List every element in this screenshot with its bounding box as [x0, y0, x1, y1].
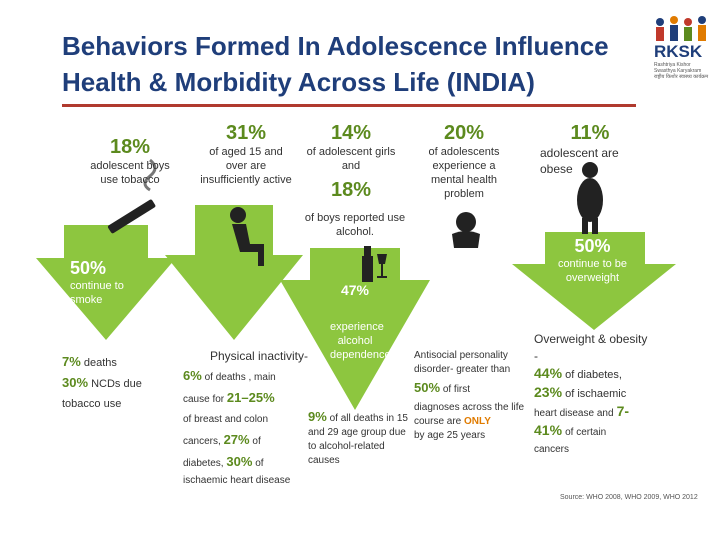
activity-heading: Physical inactivity- [209, 349, 308, 363]
obese-canc-pct: 7-41% [534, 403, 630, 438]
tobacco-deaths-pct: 7% [62, 354, 81, 369]
alcohol-girls-desc: of adolescent girls and [306, 146, 396, 172]
obese-outcome: Overweight & obesity - 44% of diabetes, … [534, 331, 654, 458]
arrow-obese [512, 232, 676, 330]
logo-text: RKSK [654, 42, 703, 61]
obese-cancers: cancers [534, 444, 570, 455]
logo-sub-2: Swasthya Karyakram [654, 68, 702, 74]
mental-stat: 20% of adolescents experience a mental h… [418, 122, 510, 201]
activity-of: of [252, 436, 261, 447]
tobacco-desc: adolescent boys use tobacco [90, 160, 170, 186]
activity-isch-text: ischaemic heart disease [183, 475, 291, 486]
obese-isch-pct: 23% [534, 384, 563, 400]
alcohol-outcome: 9% of all deaths in 15 and 29 age group … [308, 410, 408, 468]
tobacco-ncd-text-2: tobacco use [62, 398, 122, 410]
obese-canc-text: of certain [565, 427, 607, 438]
alcohol-bottle-icon [362, 246, 387, 282]
obese-continue-text: continue to be overweight [557, 258, 628, 284]
activity-isch-pct: 30% [226, 454, 253, 469]
activity-diab-pct: 27% [223, 432, 250, 447]
alcohol-girls-pct: 14% [330, 122, 372, 144]
activity-cause-text: of breast and colon [183, 414, 269, 425]
activity-diabetes: diabetes, [183, 458, 224, 469]
tobacco-pct: 18% [109, 136, 151, 158]
tobacco-deaths-text: deaths [83, 357, 117, 369]
alcohol-boys-pct: 18% [330, 179, 372, 201]
activity-outcome: Physical inactivity- 6% of deaths , main… [183, 346, 308, 487]
activity-pct: 31% [225, 122, 267, 144]
alcohol-dependence: experience alcohol dependence [330, 321, 391, 361]
alcohol-boys-desc: of boys reported use alcohol. [304, 212, 406, 238]
tobacco-ncd-text: NCDs due [91, 378, 142, 390]
mental-line-1: Antisocial personality disorder- greater… [414, 350, 511, 375]
rksk-logo: RKSK Rashtriya Kishor Swasthya Karyakram… [650, 14, 712, 84]
activity-desc: of aged 15 and over are insufficiently a… [200, 146, 292, 186]
activity-isch-of: of [255, 458, 264, 469]
obese-continue: 50% continue to be overweight [555, 236, 630, 285]
logo-sub-1: Rashtriya Kishor [654, 62, 691, 68]
obese-diab-pct: 44% [534, 365, 563, 381]
obese-continue-pct: 50% [574, 236, 611, 256]
tobacco-continue-pct: 50% [70, 258, 107, 278]
tobacco-continue: 50% continue to smoke [70, 258, 150, 307]
activity-deaths-pct: 6% [183, 368, 202, 383]
obese-heart: heart disease and [534, 408, 614, 419]
activity-cause-pct: 21–25% [226, 390, 275, 405]
cigarette-icon [107, 158, 157, 234]
obese-person-icon [577, 162, 603, 234]
activity-cause-pre: cause for [183, 394, 225, 405]
arrow-alcohol [280, 248, 430, 410]
activity-deaths-text: of deaths , main [204, 372, 276, 383]
tobacco-stat: 18% adolescent boys use tobacco [85, 136, 175, 187]
mental-only: ONLY [464, 416, 491, 427]
title-line-2: Health & Morbidity Across Life (INDIA) [62, 67, 535, 97]
mental-outcome: Antisocial personality disorder- greater… [414, 349, 526, 443]
logo-figures-icon [656, 16, 706, 41]
title-rule [62, 104, 636, 107]
alcohol-deaths-text: of all deaths in 15 and 29 age group due… [308, 413, 408, 466]
tobacco-ncd-pct: 30% [62, 375, 89, 390]
logo-sub-3: राष्ट्रीय किशोर स्वास्थ्य कार्यक्रम [654, 74, 709, 80]
tobacco-continue-text: continue to smoke [70, 280, 124, 306]
mental-desc: of adolescents experience a mental healt… [428, 146, 500, 200]
obese-pct: 11% [570, 122, 610, 144]
mental-line-4: by age 25 years [414, 430, 486, 441]
sitting-person-icon [230, 207, 264, 266]
mental-first-text: of first [442, 384, 471, 395]
obese-diab-text: of diabetes, [565, 369, 622, 381]
mental-line-3: diagnoses across the life course are [414, 402, 525, 427]
page-title: Behaviors Formed In Adolescence Influenc… [62, 28, 652, 100]
obese-heading: Overweight & obesity - [534, 332, 648, 363]
alcohol-continue-pct: 47% [340, 282, 370, 298]
alcohol-deaths-pct: 9% [308, 409, 327, 424]
alcohol-girls-stat: 14% of adolescent girls and 18% [305, 122, 397, 202]
activity-cancers: cancers, [183, 436, 221, 447]
activity-stat: 31% of aged 15 and over are insufficient… [200, 122, 292, 187]
obese-desc: adolescent are obese [540, 146, 619, 176]
arrow-tobacco [36, 225, 176, 340]
arrow-activity [165, 205, 303, 340]
mental-first-pct: 50% [414, 380, 441, 395]
obese-stat: 11% adolescent are obese [540, 122, 640, 177]
mental-pct: 20% [443, 122, 485, 144]
title-line-1: Behaviors Formed In Adolescence Influenc… [62, 31, 609, 61]
obese-isch-text: of ischaemic [565, 388, 627, 400]
sad-person-icon [452, 212, 480, 248]
source-note: Source: WHO 2008, WHO 2009, WHO 2012 [560, 494, 698, 501]
tobacco-outcome: 7% deaths 30% NCDs due tobacco use [62, 352, 190, 414]
